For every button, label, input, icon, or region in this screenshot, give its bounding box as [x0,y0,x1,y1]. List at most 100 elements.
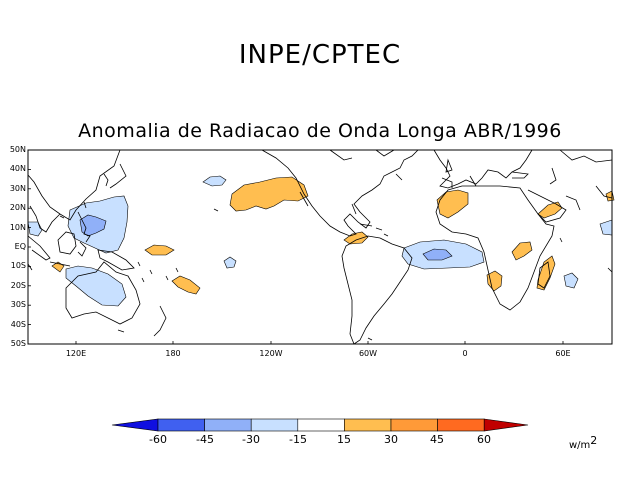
lat-label: 30S [10,300,26,309]
coastline-korea [103,173,109,187]
coastline-madagascar [537,261,551,289]
coastline-india [595,185,613,199]
coastline-newfoundland [395,173,403,181]
colorbar-segment [437,418,485,432]
coastline-java [49,261,71,267]
colorbar-label: 45 [430,433,444,446]
anomaly-region-negative [422,248,453,261]
coastline-south-america [341,235,413,345]
lon-ticks [75,341,564,344]
anomaly-region-positive [171,275,201,295]
organization-title: INPE/CPTEC [238,40,402,70]
coastline-baja [299,191,309,207]
coastline-sulawesi [77,241,87,257]
coastline-hawaii [213,208,219,212]
anomaly-region-negative [599,219,613,236]
coastline-north-america [261,149,419,237]
coastline-persian-gulf [565,195,581,211]
colorbar-label: -60 [149,433,167,446]
colorbar-label: 15 [337,433,351,446]
lat-label: 40S [10,320,26,329]
lat-label: 30N [9,184,26,193]
coastline-tasmania [117,329,125,333]
lon-label: 120E [65,349,87,358]
lat-label: 10N [9,223,26,232]
lat-label: EQ [14,242,26,251]
coastline-philippines [77,211,91,243]
colorbar-segment [297,418,345,432]
anomaly-region-positive [436,189,469,219]
colorbar-segment [157,418,205,432]
coastline-africa [435,185,555,311]
anomaly-region-negative [27,221,43,237]
anomaly-region-positive [536,255,556,291]
coastline-east-asia [27,149,121,221]
lat-label: 50N [9,145,26,154]
coastline-greenland [375,149,395,157]
colorbar-label: 60 [477,433,491,446]
coastline-australia [65,261,141,325]
coastline-indian-ocean-islands [607,267,613,273]
anomaly-region-positive [605,190,615,202]
map-title: Anomalia de Radiacao de Onda Longa ABR/1… [78,120,562,142]
coastline-british-isles [445,158,453,173]
lat-label: 20N [9,203,26,212]
lon-label: 60W [358,349,378,358]
coastline-indochina [29,205,61,233]
colorbar-segment [390,418,438,432]
coastline-east-africa-islands [559,237,563,243]
coastline-new-zealand [153,305,167,337]
coastline-taiwan [83,201,87,209]
lat-label: 50S [10,339,26,348]
coastline-borneo [57,231,77,255]
lat-label: 40N [9,164,26,173]
anomaly-region-negative [65,265,127,307]
coastline-europe [433,149,533,189]
colorbar-label: 30 [384,433,398,446]
coastline-central-asia [559,149,613,163]
colorbar-label: -45 [196,433,214,446]
coastline-hainan [59,215,65,219]
coastline-florida [351,203,357,215]
colorbar-segment [483,418,529,432]
lon-label: 0 [462,349,468,358]
anomaly-region-positive [229,176,309,212]
anomaly-region-positive [511,241,533,261]
colorbar [111,418,529,432]
anomaly-region-positive [144,244,175,256]
colorbar-segment [250,418,299,432]
coastline-caribbean [359,223,389,237]
anomaly-region-positive [537,201,563,219]
colorbar-label: -30 [242,433,260,446]
lon-label: 180 [165,349,181,358]
units-text: w/m [569,440,591,451]
coastline-caspian [549,167,557,185]
anomaly-region-negative [223,256,237,269]
anomaly-fields [27,175,615,307]
coastline-iberia [441,177,453,188]
coastline-arabia [527,189,567,223]
lat-label: 10S [10,261,26,270]
coastline-falklands [367,337,373,341]
units-label: w/m2 [569,434,597,451]
coastline-hudson-bay [329,149,353,161]
units-exponent: 2 [590,434,598,447]
anomaly-region-positive [486,270,503,292]
anomaly-region-negative [202,175,227,187]
coastlines [27,149,613,345]
colorbar-segment [344,418,392,432]
lat-label: 20S [10,281,26,290]
coastline-sumatra [27,235,51,261]
coastline-new-guinea [97,249,135,271]
lat-ticks [28,149,31,345]
coastline-black-sea [511,171,529,179]
coastline-italy [469,175,477,187]
colorbar-segment [204,418,252,432]
anomaly-region-negative [563,272,579,289]
colorbar-label: -15 [289,433,307,446]
lon-label: 60E [555,349,571,358]
coastline-indonesia-east [27,263,33,271]
coastline-pacific-islands [137,261,179,283]
coastline-japan [109,163,127,189]
